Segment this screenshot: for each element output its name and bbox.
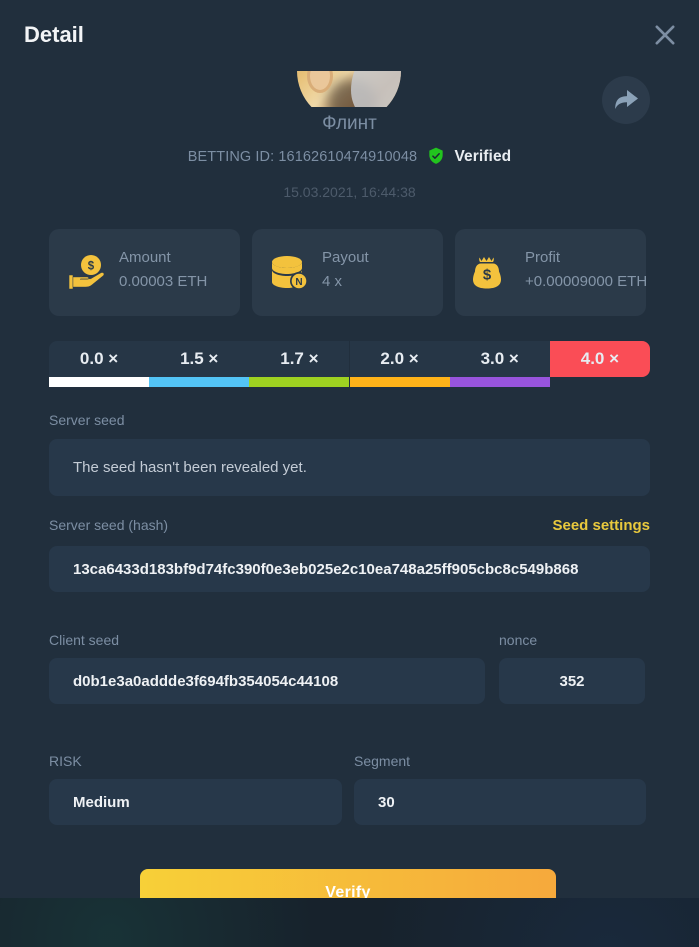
svg-text:N: N [295, 277, 302, 288]
svg-text:$: $ [88, 261, 95, 273]
svg-text:$: $ [483, 267, 492, 284]
